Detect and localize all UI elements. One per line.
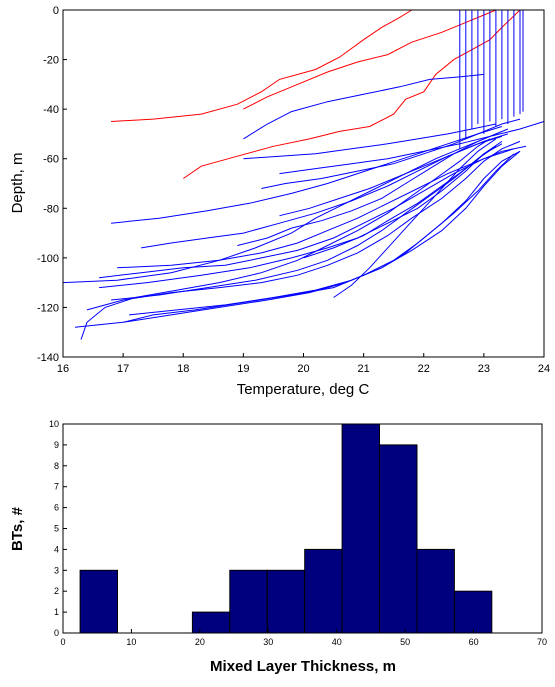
x-tick-label: 16 [57, 363, 69, 375]
y-tick-label: 2 [54, 586, 59, 596]
histogram-bars [79, 423, 493, 634]
y-tick-label: 5 [54, 524, 59, 534]
y-tick-label: -20 [43, 55, 59, 67]
x-tick-label: 19 [237, 363, 249, 375]
x-tick-label: 22 [418, 363, 430, 375]
y-tick-label: 1 [54, 607, 59, 617]
histogram-axis-ticks: 0 10 20 30 40 50 60 70 0 1 2 3 4 5 6 7 8 9 10 [49, 419, 547, 647]
profile-line-3 [183, 9, 521, 179]
profile-x-axis-label: Temperature, deg C [237, 381, 370, 398]
histogram-bar-10 [416, 548, 455, 634]
x-tick-label: 0 [60, 637, 65, 647]
profile-line-2 [243, 9, 497, 110]
y-tick-label: 8 [54, 461, 59, 471]
y-tick-label: 7 [54, 482, 59, 492]
x-tick-label: 60 [469, 637, 479, 647]
profile-line-6 [62, 128, 509, 284]
profile-line-11 [111, 145, 497, 301]
histogram-x-axis-label: Mixed Layer Thickness, m [210, 658, 396, 675]
y-tick-label: 4 [54, 544, 59, 554]
histogram-bar-8 [341, 423, 381, 634]
profile-line-1 [111, 9, 412, 122]
profile-line-10 [122, 150, 521, 323]
y-tick-label: -120 [37, 302, 59, 314]
x-tick-label: 50 [400, 637, 410, 647]
temperature-depth-profile-chart: 16 17 18 19 20 21 22 23 24 -140 -120 -100 -80 -60 -40 -… [9, 5, 550, 398]
profile-line-18 [303, 140, 503, 259]
y-tick-label: 0 [53, 5, 59, 17]
x-tick-label: 18 [177, 363, 189, 375]
histogram-bar-4 [191, 611, 231, 634]
histogram-bar-5 [229, 569, 268, 634]
profile-line-14 [237, 130, 503, 246]
histogram-bar-11 [453, 590, 493, 634]
profile-line-7 [80, 138, 491, 340]
profile-axis-ticks: 16 17 18 19 20 21 22 23 24 -140 -120 -100 -80 -60 -40 -… [37, 5, 550, 375]
histogram-bar-7 [304, 548, 343, 634]
y-tick-label: -60 [43, 154, 59, 166]
y-tick-label: 10 [49, 419, 59, 429]
profile-line-19 [141, 135, 503, 249]
y-tick-label: -40 [43, 104, 59, 116]
x-tick-label: 10 [126, 637, 136, 647]
y-tick-label: -140 [37, 352, 59, 364]
profile-line-15 [243, 123, 497, 160]
histogram-bar-6 [266, 569, 306, 634]
profile-line-5 [243, 73, 484, 140]
profile-line-16 [261, 126, 503, 189]
histogram-bar-9 [379, 444, 418, 634]
x-tick-label: 20 [195, 637, 205, 647]
x-tick-label: 21 [358, 363, 370, 375]
profile-line-23 [279, 121, 545, 175]
y-tick-label: -80 [43, 203, 59, 215]
profile-y-axis-label: Depth, m [9, 153, 26, 214]
x-tick-label: 24 [538, 363, 550, 375]
x-tick-label: 70 [537, 637, 547, 647]
y-tick-label: 9 [54, 440, 59, 450]
x-tick-label: 30 [263, 637, 273, 647]
y-tick-label: 3 [54, 565, 59, 575]
x-tick-label: 23 [478, 363, 490, 375]
mixed-layer-histogram-chart: 0 10 20 30 40 50 60 70 0 1 2 3 4 5 6 7 8 9 10 Mixed Layer … [9, 419, 547, 675]
histogram-bar-1 [79, 569, 118, 634]
y-tick-label: 0 [54, 628, 59, 638]
profile-line-17 [279, 133, 509, 217]
profile-line-22 [74, 150, 521, 328]
x-tick-label: 17 [117, 363, 129, 375]
x-tick-label: 20 [297, 363, 309, 375]
y-tick-label: 6 [54, 503, 59, 513]
histogram-y-axis-label: BTs, # [9, 506, 26, 551]
y-tick-label: -100 [37, 253, 59, 265]
profile-line-21 [99, 148, 515, 279]
profile-lines [62, 9, 545, 340]
x-tick-label: 40 [332, 637, 342, 647]
